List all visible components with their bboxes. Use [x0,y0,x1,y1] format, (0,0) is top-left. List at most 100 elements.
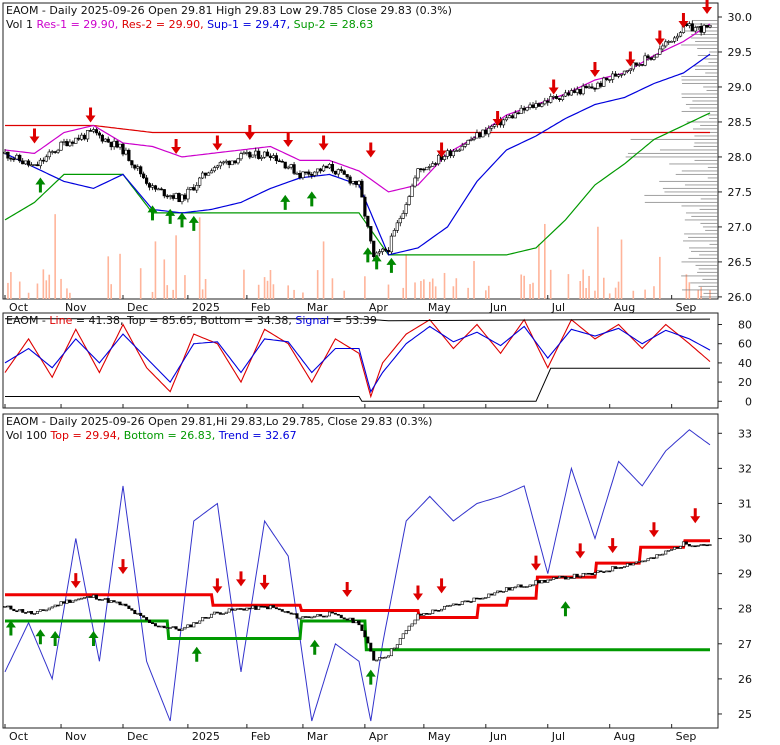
candle-body [139,166,143,175]
candle-body [555,96,559,99]
y-tick-label: 27 [738,638,752,651]
sell-arrow-icon [648,522,659,538]
volume-bar [198,217,201,299]
volume-bar [544,223,546,299]
candle-body [631,563,635,566]
volume-profile-bar [681,110,718,112]
volume-profile-bar [709,243,718,245]
candle-body [245,152,249,154]
volume-profile-bar [662,187,718,189]
sell-arrow-icon [235,571,246,587]
candle-body [431,609,435,614]
volume-profile-bar [700,222,718,224]
volume-bar [316,270,319,299]
candle-body [156,625,160,628]
y-tick-label: 27.0 [728,221,753,234]
candle-body [416,613,420,621]
candle-body [127,149,131,161]
candle-body [97,132,101,136]
y-tick-label: 28 [738,603,752,616]
candle-body [451,150,455,157]
candle-body [496,590,500,594]
candle-body [440,608,444,612]
candle-body [242,608,246,611]
candle-body [442,156,447,160]
x-tick-label: Oct [9,301,29,314]
candle-body [230,608,234,611]
volume-profile-bar [627,152,718,154]
volume-profile-bar [688,257,718,259]
candle-body [230,160,234,166]
volume-profile-bar [702,26,718,28]
candle-body [295,173,299,175]
candle-body [572,573,576,579]
candle-body [277,608,281,611]
volume-bar [579,281,582,299]
candle-body [266,606,270,610]
volume-profile-bar [694,159,718,161]
candle-body [522,107,526,111]
candle-body [209,613,213,618]
header-segment: EAOM - [6,314,49,327]
candle-body [646,558,650,562]
candle-body [59,141,63,151]
candle-body [156,188,160,191]
candle-body [563,576,567,580]
buy-arrow-icon [165,208,176,224]
candle-body [528,584,532,587]
y-tick-label: 29.0 [728,81,753,94]
candle-body [174,193,178,199]
candle-body [696,25,700,28]
candle-body [643,560,647,563]
candle-body [661,553,665,556]
candle-body [209,170,214,174]
volume-profile-bar [702,226,718,228]
series-bottom [5,367,710,402]
candle-body [260,605,264,608]
volume-profile-bar [689,107,718,109]
volume-profile-bar [684,233,718,235]
candle-body [507,115,512,119]
y-tick-label: 26.5 [728,256,753,269]
candle-body [277,160,281,163]
candle-body [386,250,391,253]
candle-body [9,157,13,160]
volume-bar [151,291,154,299]
candle-body [330,164,335,172]
candle-body [454,150,458,152]
candle-body [540,103,544,107]
candle-body [549,96,553,103]
header-segment: Signal [295,314,329,327]
buy-arrow-icon [371,254,382,270]
volume-bar [331,278,334,299]
volume-profile-bar [695,68,718,70]
candle-body [478,597,482,600]
volume-profile-bar [690,37,718,39]
candle-body [392,230,396,237]
candle-body [227,160,231,166]
sell-arrow-icon [365,142,376,158]
volume-profile-bar [693,145,718,147]
candle-body [552,96,556,98]
candle-body [218,162,222,167]
candle-body [434,163,438,165]
sell-arrow-icon [412,585,423,601]
candle-body [283,611,287,613]
candle-body [531,584,535,587]
volume-bar [36,283,39,299]
candle-body [625,563,629,567]
volume-bar [709,289,711,299]
candle-body [289,164,293,168]
candle-body [239,608,243,610]
candle-body [572,90,576,93]
candle-body [622,566,626,568]
candle-body [195,185,199,191]
candle-body [212,167,217,172]
candle-body [380,248,385,252]
candle-body [224,611,228,614]
candle-body [419,613,423,616]
candle-body [245,607,249,611]
candle-body [330,611,334,614]
candle-body [475,597,479,600]
sell-arrow-icon [436,578,447,594]
